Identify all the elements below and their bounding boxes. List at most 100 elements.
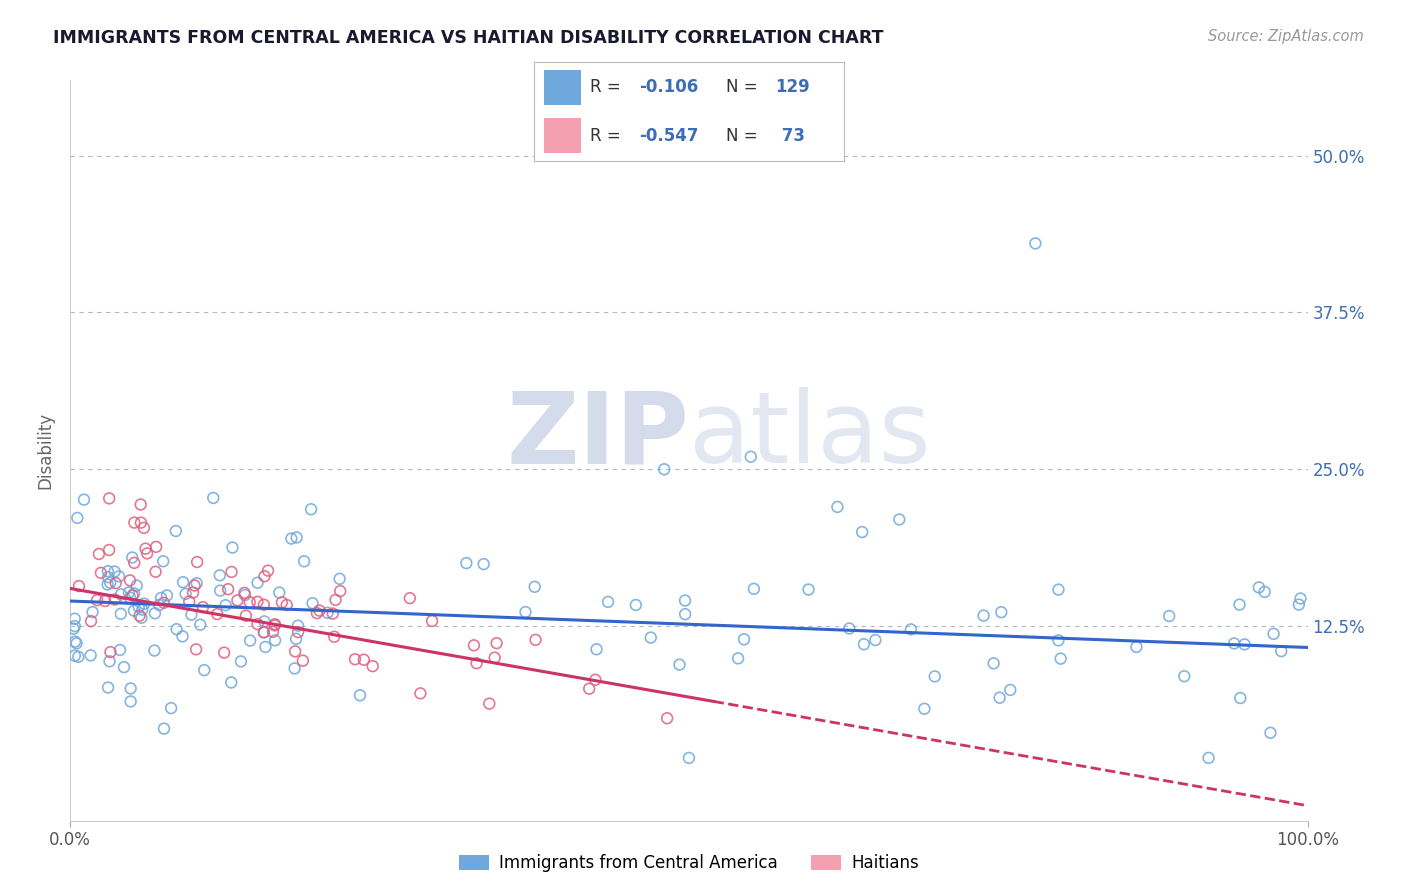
Point bbox=[253, 625, 276, 640]
Point bbox=[678, 751, 700, 765]
Point bbox=[865, 633, 887, 648]
Point bbox=[253, 625, 276, 640]
Point bbox=[233, 588, 256, 602]
Point bbox=[578, 681, 600, 696]
Point bbox=[221, 541, 243, 555]
Point bbox=[98, 491, 121, 506]
Point bbox=[121, 550, 143, 565]
Text: R =: R = bbox=[591, 127, 626, 145]
Point bbox=[1198, 751, 1220, 765]
Point bbox=[202, 491, 225, 505]
Point bbox=[67, 579, 90, 593]
Point bbox=[62, 622, 84, 636]
Point bbox=[583, 673, 606, 687]
Point bbox=[1247, 581, 1270, 595]
Point bbox=[322, 607, 344, 621]
Point bbox=[264, 617, 287, 632]
Point bbox=[135, 541, 157, 556]
Point bbox=[110, 607, 132, 621]
FancyBboxPatch shape bbox=[544, 70, 581, 104]
Point bbox=[239, 633, 262, 648]
Point bbox=[624, 598, 647, 612]
Point bbox=[97, 577, 120, 591]
Point bbox=[456, 556, 478, 570]
Point bbox=[65, 636, 87, 650]
Text: -0.547: -0.547 bbox=[640, 127, 699, 145]
Point bbox=[118, 574, 141, 588]
Point bbox=[233, 586, 256, 600]
Point bbox=[97, 564, 120, 578]
Point bbox=[478, 697, 501, 711]
Point bbox=[98, 543, 121, 558]
Point bbox=[153, 722, 176, 736]
Point bbox=[465, 657, 488, 671]
Point bbox=[524, 632, 547, 647]
Text: N =: N = bbox=[725, 127, 763, 145]
Point bbox=[246, 595, 269, 609]
Point bbox=[112, 660, 135, 674]
Point bbox=[349, 688, 371, 702]
Point bbox=[1000, 682, 1022, 697]
Text: IMMIGRANTS FROM CENTRAL AMERICA VS HAITIAN DISABILITY CORRELATION CHART: IMMIGRANTS FROM CENTRAL AMERICA VS HAITI… bbox=[53, 29, 884, 46]
Point bbox=[209, 583, 232, 598]
Point bbox=[257, 564, 280, 578]
Point bbox=[1260, 726, 1282, 740]
Point bbox=[276, 598, 298, 612]
Point bbox=[63, 619, 86, 633]
Point bbox=[94, 594, 117, 608]
Point bbox=[67, 649, 90, 664]
Point bbox=[269, 585, 291, 599]
Text: Source: ZipAtlas.com: Source: ZipAtlas.com bbox=[1208, 29, 1364, 44]
Point bbox=[924, 669, 946, 683]
Point bbox=[172, 629, 194, 643]
Point bbox=[120, 681, 142, 696]
Point bbox=[108, 643, 131, 657]
Point bbox=[66, 511, 89, 525]
Point bbox=[253, 615, 276, 629]
Point bbox=[97, 570, 120, 584]
Point bbox=[118, 585, 141, 599]
Point bbox=[655, 711, 678, 725]
Point bbox=[129, 516, 152, 530]
Point bbox=[131, 611, 153, 625]
Text: 73: 73 bbox=[776, 127, 804, 145]
Point bbox=[285, 530, 308, 544]
Point bbox=[246, 575, 269, 590]
Point bbox=[284, 661, 307, 675]
Point bbox=[973, 608, 995, 623]
Point bbox=[484, 650, 506, 665]
FancyBboxPatch shape bbox=[544, 119, 581, 153]
Point bbox=[398, 591, 420, 606]
Point bbox=[523, 580, 546, 594]
Point bbox=[983, 657, 1005, 671]
Point bbox=[308, 604, 330, 618]
Point bbox=[98, 654, 121, 668]
Point bbox=[226, 593, 249, 607]
Point bbox=[63, 634, 86, 648]
Point bbox=[323, 630, 346, 644]
Point bbox=[172, 575, 194, 590]
Point bbox=[262, 624, 284, 639]
Text: atlas: atlas bbox=[689, 387, 931, 484]
Point bbox=[285, 632, 308, 646]
Point bbox=[104, 565, 127, 579]
Point bbox=[344, 652, 367, 666]
Point bbox=[316, 606, 339, 620]
Point bbox=[912, 702, 935, 716]
Point bbox=[181, 585, 204, 599]
Point bbox=[292, 554, 315, 568]
Point bbox=[889, 512, 911, 526]
Point bbox=[145, 540, 167, 554]
Point bbox=[80, 614, 103, 628]
Point bbox=[239, 595, 262, 609]
Point bbox=[132, 521, 155, 535]
Point bbox=[97, 681, 120, 695]
Point bbox=[152, 596, 174, 610]
Point bbox=[420, 614, 443, 628]
Point bbox=[180, 607, 202, 622]
Point bbox=[122, 586, 145, 600]
Point bbox=[152, 554, 174, 568]
Point bbox=[179, 594, 201, 608]
Point bbox=[143, 606, 166, 620]
Point bbox=[82, 605, 104, 619]
